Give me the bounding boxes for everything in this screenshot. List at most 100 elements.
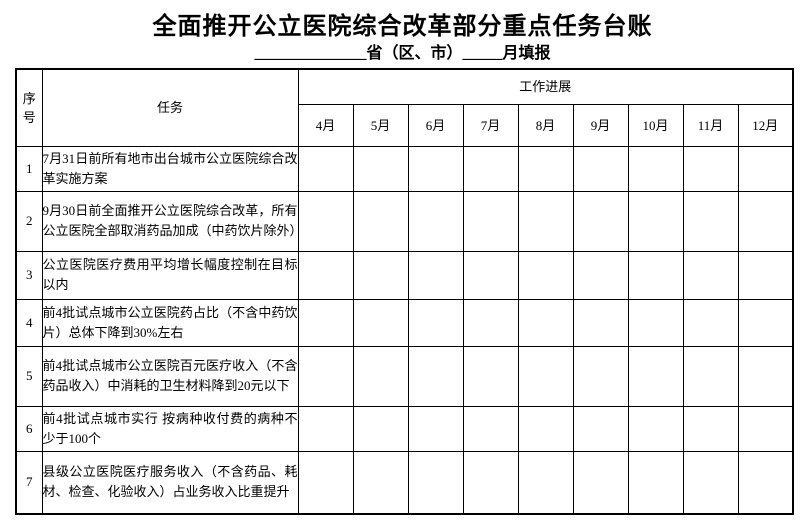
progress-cell bbox=[352, 250, 409, 300]
header-work-progress: 工作进展 bbox=[297, 68, 794, 105]
progress-cell bbox=[352, 405, 409, 452]
progress-cell bbox=[517, 405, 574, 452]
progress-cell bbox=[462, 345, 519, 407]
progress-cell bbox=[627, 345, 684, 407]
progress-cell bbox=[407, 345, 464, 407]
subtitle: ______________省（区、市）_____月填报 bbox=[0, 43, 805, 65]
month-header-nov: 11月 bbox=[682, 103, 739, 147]
progress-cell bbox=[517, 298, 574, 347]
progress-cell bbox=[737, 145, 794, 192]
progress-cell bbox=[297, 345, 354, 407]
task-cell: 前4批试点城市实行 按病种收付费的病种不少于100个 bbox=[41, 405, 299, 452]
serial-number-cell: 4 bbox=[15, 298, 43, 347]
progress-cell bbox=[572, 145, 629, 192]
progress-cell bbox=[407, 450, 464, 515]
progress-cell bbox=[627, 190, 684, 252]
month-header-dec: 12月 bbox=[737, 103, 794, 147]
month-header-apr: 4月 bbox=[297, 103, 354, 147]
progress-cell bbox=[462, 405, 519, 452]
progress-cell bbox=[462, 298, 519, 347]
month-header-jun: 6月 bbox=[407, 103, 464, 147]
task-cell: 县级公立医院医疗服务收入（不含药品、耗材、检查、化验收入）占业务收入比重提升 bbox=[41, 450, 299, 515]
task-cell: 前4批试点城市公立医院百元医疗收入（不含药品收入）中消耗的卫生材料降到20元以下 bbox=[41, 345, 299, 407]
progress-cell bbox=[627, 250, 684, 300]
progress-cell bbox=[297, 405, 354, 452]
progress-cell bbox=[627, 450, 684, 515]
progress-cell bbox=[737, 250, 794, 300]
progress-cell bbox=[517, 145, 574, 192]
progress-cell bbox=[297, 298, 354, 347]
progress-cell bbox=[352, 450, 409, 515]
progress-cell bbox=[517, 250, 574, 300]
serial-number-cell: 2 bbox=[15, 190, 43, 252]
progress-cell bbox=[352, 190, 409, 252]
progress-cell bbox=[627, 298, 684, 347]
month-header-sep: 9月 bbox=[572, 103, 629, 147]
progress-cell bbox=[572, 345, 629, 407]
month-header-jul: 7月 bbox=[462, 103, 519, 147]
progress-cell bbox=[627, 145, 684, 192]
month-header-oct: 10月 bbox=[627, 103, 684, 147]
progress-cell bbox=[297, 190, 354, 252]
header-row-progress: 序号 任务 工作进展 bbox=[15, 68, 794, 147]
table-row: 2 9月30日前全面推开公立医院综合改革，所有公立医院全部取消药品加成（中药饮片… bbox=[15, 190, 794, 252]
month-label: 月填报 bbox=[502, 45, 551, 62]
progress-cell bbox=[407, 145, 464, 192]
province-label: 省（区、市） bbox=[366, 45, 463, 62]
progress-cell bbox=[572, 298, 629, 347]
progress-cell bbox=[297, 450, 354, 515]
progress-cell bbox=[352, 145, 409, 192]
serial-number-cell: 1 bbox=[15, 145, 43, 192]
task-ledger-table: 序号 任务 工作进展 4月 5月 6月 7月 8月 9月 10月 11月 12月… bbox=[15, 68, 795, 515]
progress-cell bbox=[462, 450, 519, 515]
progress-cell bbox=[572, 405, 629, 452]
progress-cell bbox=[517, 345, 574, 407]
progress-cell bbox=[737, 190, 794, 252]
progress-cell bbox=[517, 450, 574, 515]
month-header-aug: 8月 bbox=[517, 103, 574, 147]
progress-cell bbox=[682, 345, 739, 407]
progress-cell bbox=[682, 450, 739, 515]
table-row: 6 前4批试点城市实行 按病种收付费的病种不少于100个 bbox=[15, 405, 794, 452]
progress-cell bbox=[407, 250, 464, 300]
progress-cell bbox=[297, 145, 354, 192]
progress-cell bbox=[352, 345, 409, 407]
table-row: 1 7月31日前所有地市出台城市公立医院综合改革实施方案 bbox=[15, 145, 794, 192]
progress-cell bbox=[682, 298, 739, 347]
progress-cell bbox=[517, 190, 574, 252]
table-row: 3 公立医院医疗费用平均增长幅度控制在目标以内 bbox=[15, 250, 794, 300]
progress-cell bbox=[352, 298, 409, 347]
header-task: 任务 bbox=[41, 68, 299, 147]
progress-cell bbox=[572, 250, 629, 300]
progress-cell bbox=[462, 145, 519, 192]
progress-cell bbox=[737, 298, 794, 347]
page-title: 全面推开公立医院综合改革部分重点任务台账 bbox=[152, 14, 653, 40]
progress-cell bbox=[682, 145, 739, 192]
progress-cell bbox=[737, 345, 794, 407]
task-cell: 7月31日前所有地市出台城市公立医院综合改革实施方案 bbox=[41, 145, 299, 192]
serial-number-cell: 7 bbox=[15, 450, 43, 515]
task-cell: 前4批试点城市公立医院药占比（不含中药饮片）总体下降到30%左右 bbox=[41, 298, 299, 347]
progress-cell bbox=[737, 450, 794, 515]
progress-cell bbox=[682, 190, 739, 252]
serial-number-cell: 3 bbox=[15, 250, 43, 300]
progress-cell bbox=[297, 250, 354, 300]
task-cell: 9月30日前全面推开公立医院综合改革，所有公立医院全部取消药品加成（中药饮片除外… bbox=[41, 190, 299, 252]
task-cell: 公立医院医疗费用平均增长幅度控制在目标以内 bbox=[41, 250, 299, 300]
progress-cell bbox=[462, 250, 519, 300]
progress-cell bbox=[407, 190, 464, 252]
progress-cell bbox=[407, 405, 464, 452]
serial-number-cell: 6 bbox=[15, 405, 43, 452]
month-header-may: 5月 bbox=[352, 103, 409, 147]
header-row-months: 4月 5月 6月 7月 8月 9月 10月 11月 12月 bbox=[16, 103, 794, 147]
table-row: 5 前4批试点城市公立医院百元医疗收入（不含药品收入）中消耗的卫生材料降到20元… bbox=[15, 345, 794, 407]
header-serial-number: 序号 bbox=[15, 68, 43, 147]
progress-cell bbox=[682, 405, 739, 452]
month-blank-line: _____ bbox=[462, 45, 503, 62]
progress-cell bbox=[627, 405, 684, 452]
progress-cell bbox=[737, 405, 794, 452]
progress-cell bbox=[407, 298, 464, 347]
progress-cell bbox=[462, 190, 519, 252]
table-row: 7 县级公立医院医疗服务收入（不含药品、耗材、检查、化验收入）占业务收入比重提升 bbox=[15, 450, 794, 515]
